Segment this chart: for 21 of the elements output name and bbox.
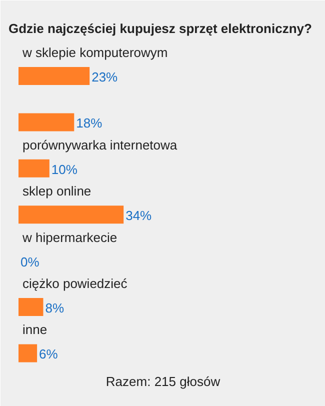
bar (18, 67, 90, 85)
y-tick-label: porównywarka internetowa (22, 137, 178, 152)
text: Gdzie najczęściej kupujesz sprzęt elektroniczny? (8, 21, 312, 36)
y-tick-label: w sklepie komputerowym (22, 45, 168, 60)
data-label: 34% (126, 208, 152, 224)
data-label: 6% (39, 346, 58, 362)
bar (18, 159, 50, 178)
bar (18, 298, 44, 316)
data-label: 23% (92, 70, 118, 84)
data-label: 10% (51, 162, 78, 177)
bar (18, 344, 38, 362)
bar (18, 206, 124, 224)
data-label: 0% (20, 254, 40, 270)
data-label: 8% (45, 300, 64, 316)
y-tick-label: ciężko powiedzieć (22, 276, 128, 291)
y-tick-label: w hipermarkecie (22, 230, 118, 245)
data-label: 18% (76, 116, 103, 131)
text: Razem: 215 głosów (106, 374, 221, 389)
y-tick-label: sklep online (22, 184, 92, 199)
bar (18, 113, 74, 132)
y-tick-label: inne (22, 322, 48, 338)
